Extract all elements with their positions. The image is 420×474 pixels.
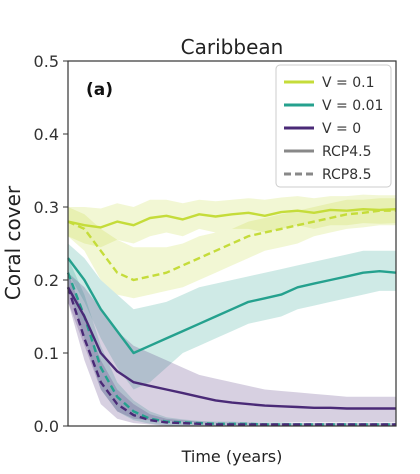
legend-label: V = 0.1 xyxy=(322,75,374,91)
series-line xyxy=(67,257,397,355)
legend: V = 0.1 V = 0.01 V = 0 RCP4.5 RCP8.5 xyxy=(275,64,392,188)
panel-label: (a) xyxy=(86,80,113,100)
confidence-band xyxy=(68,198,396,299)
series-line xyxy=(67,208,397,229)
series-lines xyxy=(66,208,397,426)
series-line xyxy=(66,286,396,410)
x-axis-title: Time (years) xyxy=(181,447,283,466)
plot-frame xyxy=(67,60,397,427)
y-tick-label: 0.1 xyxy=(34,344,59,363)
legend-label: V = 0 xyxy=(322,121,361,137)
legend-label: RCP4.5 xyxy=(322,144,372,160)
series-line xyxy=(67,209,396,282)
series-line xyxy=(66,286,396,426)
confidence-band xyxy=(68,194,396,248)
legend-box xyxy=(275,64,392,188)
y-axis-title: Coral cover xyxy=(1,185,25,300)
y-axis-ticks: 0.0 0.1 0.2 0.3 0.4 0.5 xyxy=(34,52,68,436)
chart-title: Caribbean xyxy=(181,35,284,59)
confidence-band xyxy=(68,243,396,390)
y-tick-label: 0.2 xyxy=(34,271,59,290)
y-tick-label: 0.0 xyxy=(34,417,59,436)
legend-label: RCP8.5 xyxy=(322,167,372,183)
y-tick-label: 0.5 xyxy=(34,52,59,71)
y-tick-label: 0.4 xyxy=(34,125,59,144)
legend-label: V = 0.01 xyxy=(322,98,383,114)
y-tick-label: 0.3 xyxy=(34,198,59,217)
